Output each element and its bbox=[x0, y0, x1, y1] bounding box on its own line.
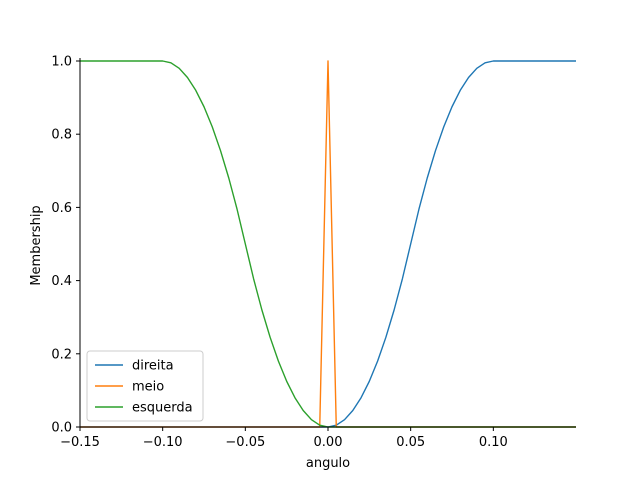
x-tick-label: 0.00 bbox=[314, 435, 343, 450]
series-line-direita bbox=[80, 60, 576, 428]
x-tick-label: −0.05 bbox=[225, 435, 265, 450]
y-axis-label: Membership bbox=[29, 205, 44, 285]
x-tick-label: −0.15 bbox=[60, 435, 100, 450]
x-ticks: −0.15 −0.10 −0.05 0.00 0.05 0.10 bbox=[60, 427, 508, 450]
legend-label-esquerda: esquerda bbox=[132, 401, 193, 416]
y-tick-label: 0.2 bbox=[51, 347, 72, 362]
y-tick-label: 0.4 bbox=[51, 274, 72, 289]
y-ticks: 0.0 0.2 0.4 0.6 0.8 1.0 bbox=[51, 55, 80, 436]
legend-box bbox=[86, 350, 204, 422]
x-tick-label: 0.10 bbox=[479, 435, 508, 450]
x-tick-label: 0.05 bbox=[396, 435, 425, 450]
series-line-esquerda bbox=[80, 60, 576, 428]
legend-label-direita: direita bbox=[132, 359, 174, 374]
legend: direita meio esquerda bbox=[86, 350, 204, 422]
y-tick-label: 0.8 bbox=[51, 128, 72, 143]
x-axis-label: angulo bbox=[306, 456, 350, 471]
legend-label-meio: meio bbox=[132, 380, 164, 395]
x-tick-label: −0.10 bbox=[143, 435, 183, 450]
y-tick-label: 1.0 bbox=[51, 55, 72, 70]
y-tick-label: 0.0 bbox=[51, 421, 72, 436]
y-tick-label: 0.6 bbox=[51, 201, 72, 216]
